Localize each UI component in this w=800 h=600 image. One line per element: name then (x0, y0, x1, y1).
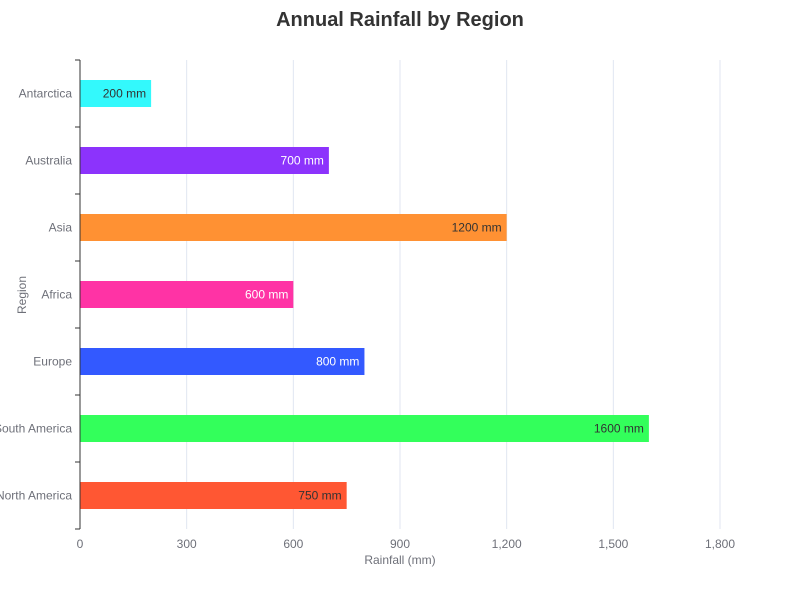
axes: 0 300 600 900 1,200 1,500 1,800 Antarctica Austr… (0, 59, 735, 551)
y-tick-label: Antarctica (19, 87, 73, 101)
y-tick-label: North America (0, 489, 72, 503)
y-axis-title: Region (15, 276, 29, 314)
x-tick-label: 900 (390, 537, 410, 551)
bar-value-label: 700 mm (281, 154, 324, 168)
bar-value-label: 1600 mm (594, 422, 644, 436)
bar-value-label: 800 mm (316, 355, 359, 369)
y-tick-label: Africa (41, 288, 72, 302)
bar[interactable] (80, 415, 649, 442)
bar[interactable] (80, 281, 294, 308)
bar-value-label: 600 mm (245, 288, 288, 302)
x-tick-label: 1,800 (705, 537, 735, 551)
x-tick-label: 0 (77, 537, 84, 551)
bar-value-label: 750 mm (298, 489, 341, 503)
y-tick-label: Asia (49, 221, 73, 235)
x-tick-label: 1,500 (598, 537, 628, 551)
bar[interactable] (80, 482, 347, 509)
x-tick-label: 600 (283, 537, 303, 551)
y-tick-label: Europe (33, 355, 72, 369)
bars: 200 mm 700 mm 1200 mm 600 mm 800 mm 1600 mm 75… (80, 80, 649, 509)
y-tick-label: South America (0, 422, 72, 436)
x-tick-label: 300 (177, 537, 197, 551)
bar[interactable] (80, 214, 507, 241)
y-tick-label: Australia (25, 154, 72, 168)
bar[interactable] (80, 147, 329, 174)
x-tick-label: 1,200 (492, 537, 522, 551)
bar-value-label: 200 mm (103, 87, 146, 101)
bar-value-label: 1200 mm (452, 221, 502, 235)
x-axis-title: Rainfall (mm) (364, 553, 435, 567)
bar[interactable] (80, 80, 152, 107)
bar[interactable] (80, 348, 365, 375)
chart-title: Annual Rainfall by Region (276, 9, 524, 31)
